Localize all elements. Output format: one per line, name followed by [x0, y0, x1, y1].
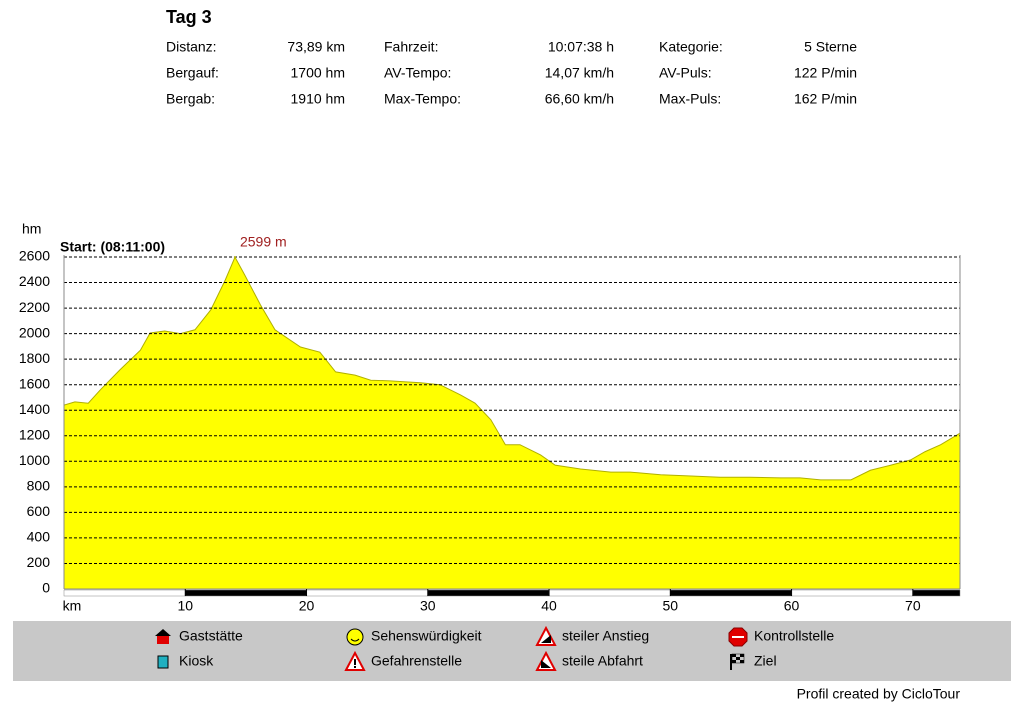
scale-segment: [427, 589, 550, 597]
legend-box: [13, 621, 1011, 681]
y-tick-label: 2000: [19, 324, 50, 340]
legend-label: Kiosk: [179, 653, 214, 669]
area-line: [63, 255, 961, 481]
x-tick-label: 30: [420, 598, 436, 614]
stat-value: 162 P/min: [794, 91, 857, 107]
legend-label: Gefahrenstelle: [371, 653, 462, 669]
stat-value: 14,07 km/h: [545, 65, 614, 81]
icon: [541, 635, 551, 643]
x-tick-label: 40: [541, 598, 557, 614]
y-tick-label: 800: [27, 478, 51, 494]
stat-value: 5 Sterne: [804, 39, 857, 55]
icon: [731, 653, 745, 664]
icon: [732, 636, 744, 638]
area-fill: [64, 257, 960, 589]
scale-segment: [791, 589, 914, 597]
x-tick-label: 70: [905, 598, 921, 614]
legend-item: steile Abfahrt: [535, 650, 643, 671]
stat-value: 73,89 km: [287, 39, 345, 55]
scale-segment: [63, 589, 186, 597]
icon: [346, 628, 364, 646]
peak-marker: [233, 256, 236, 259]
y-tick-label: 1800: [19, 350, 50, 366]
legend-label: Ziel: [754, 653, 777, 669]
title: Tag 3: [166, 7, 212, 27]
icon: [740, 660, 744, 663]
legend-label: Kontrollstelle: [754, 628, 834, 644]
icon: [157, 636, 169, 644]
stat-value: 122 P/min: [794, 65, 857, 81]
y-tick-label: 2400: [19, 273, 50, 289]
scale-segment: [670, 589, 792, 597]
stat-label: Max-Tempo:: [384, 91, 461, 107]
stat-label: Fahrzeit:: [384, 39, 438, 55]
stat-label: Max-Puls:: [659, 91, 721, 107]
x-tick-label: 10: [177, 598, 193, 614]
stat-value: 10:07:38 h: [548, 39, 614, 55]
icon: [740, 654, 744, 657]
x-axis-label: km: [63, 598, 82, 614]
icon: [155, 629, 171, 636]
icon: [354, 659, 356, 665]
scale-segment: [912, 589, 961, 597]
legend-item: Gefahrenstelle: [344, 650, 462, 671]
x-tick-label: 50: [663, 598, 679, 614]
legend-item: Gaststätte: [155, 628, 243, 644]
icon: [732, 660, 736, 663]
legend-label: Sehenswürdigkeit: [371, 628, 482, 644]
legend-item: Kontrollstelle: [728, 627, 834, 647]
icon: [354, 666, 356, 668]
y-tick-label: 1400: [19, 401, 50, 417]
y-tick-label: 1600: [19, 375, 50, 391]
stat-label: Bergab:: [166, 91, 215, 107]
scale-segment: [306, 589, 429, 597]
stat-label: Bergauf:: [166, 65, 219, 81]
y-tick-label: 1000: [19, 452, 50, 468]
legend-item: Kiosk: [157, 653, 214, 669]
stat-label: AV-Tempo:: [384, 65, 451, 81]
stat-label: AV-Puls:: [659, 65, 712, 81]
stat-value: 66,60 km/h: [545, 91, 614, 107]
footer: Profil created by CicloTour: [797, 686, 961, 702]
legend-item: Ziel: [730, 653, 777, 670]
icon: [736, 657, 740, 660]
y-tick-label: 2600: [19, 248, 50, 264]
start-label: Start: (08:11:00): [60, 239, 165, 255]
legend-label: Gaststätte: [179, 628, 243, 644]
stat-label: Distanz:: [166, 39, 217, 55]
y-tick-label: 2200: [19, 299, 50, 315]
stat-value: 1910 hm: [291, 91, 345, 107]
y-axis-label: hm: [22, 221, 41, 237]
scale-segment: [548, 589, 671, 597]
stat-label: Kategorie:: [659, 39, 723, 55]
icon: [350, 638, 360, 642]
y-tick-label: 600: [27, 503, 51, 519]
y-tick-label: 200: [27, 554, 51, 570]
icon: [541, 660, 551, 668]
icon: [157, 655, 169, 669]
x-tick-label: 20: [299, 598, 315, 614]
icon: [732, 654, 736, 657]
legend-label: steiler Anstieg: [562, 628, 649, 644]
scale-segment: [185, 589, 307, 597]
legend-label: steile Abfahrt: [562, 653, 643, 669]
peak-label: 2599 m: [240, 234, 287, 250]
y-tick-label: 400: [27, 529, 51, 545]
stat-value: 1700 hm: [291, 65, 345, 81]
legend-item: steiler Anstieg: [535, 625, 649, 646]
y-tick-label: 1200: [19, 426, 50, 442]
x-tick-label: 60: [784, 598, 800, 614]
y-tick-label: 0: [42, 580, 50, 596]
legend-item: Sehenswürdigkeit: [346, 628, 482, 646]
